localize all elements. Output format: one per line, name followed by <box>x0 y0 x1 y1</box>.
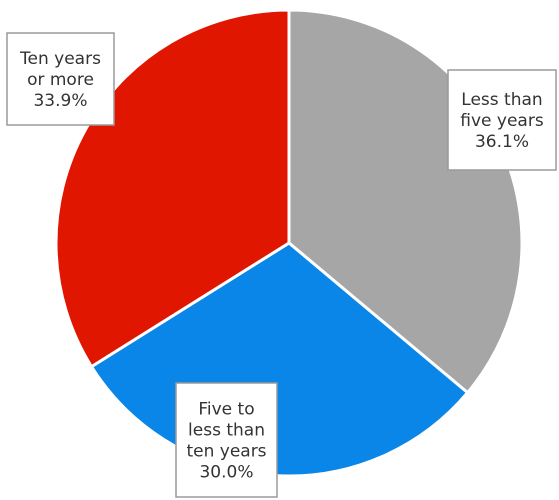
slice-category-label: or more <box>27 70 94 90</box>
slice-category-label: less than <box>188 420 265 440</box>
data-label-box <box>6 32 115 126</box>
slice-value-label: 30.0% <box>199 462 253 482</box>
slice-value-label: 33.9% <box>33 91 87 111</box>
data-label-box <box>175 382 278 498</box>
slice-category-label: Less than <box>461 90 542 110</box>
slice-category-label: ten years <box>186 441 266 461</box>
slice-category-label: Five to <box>198 399 254 419</box>
slice-category-label: five years <box>460 111 544 131</box>
slice-category-label: Ten years <box>19 49 101 69</box>
slice-value-label: 36.1% <box>475 132 529 152</box>
data-label-box <box>447 69 557 171</box>
